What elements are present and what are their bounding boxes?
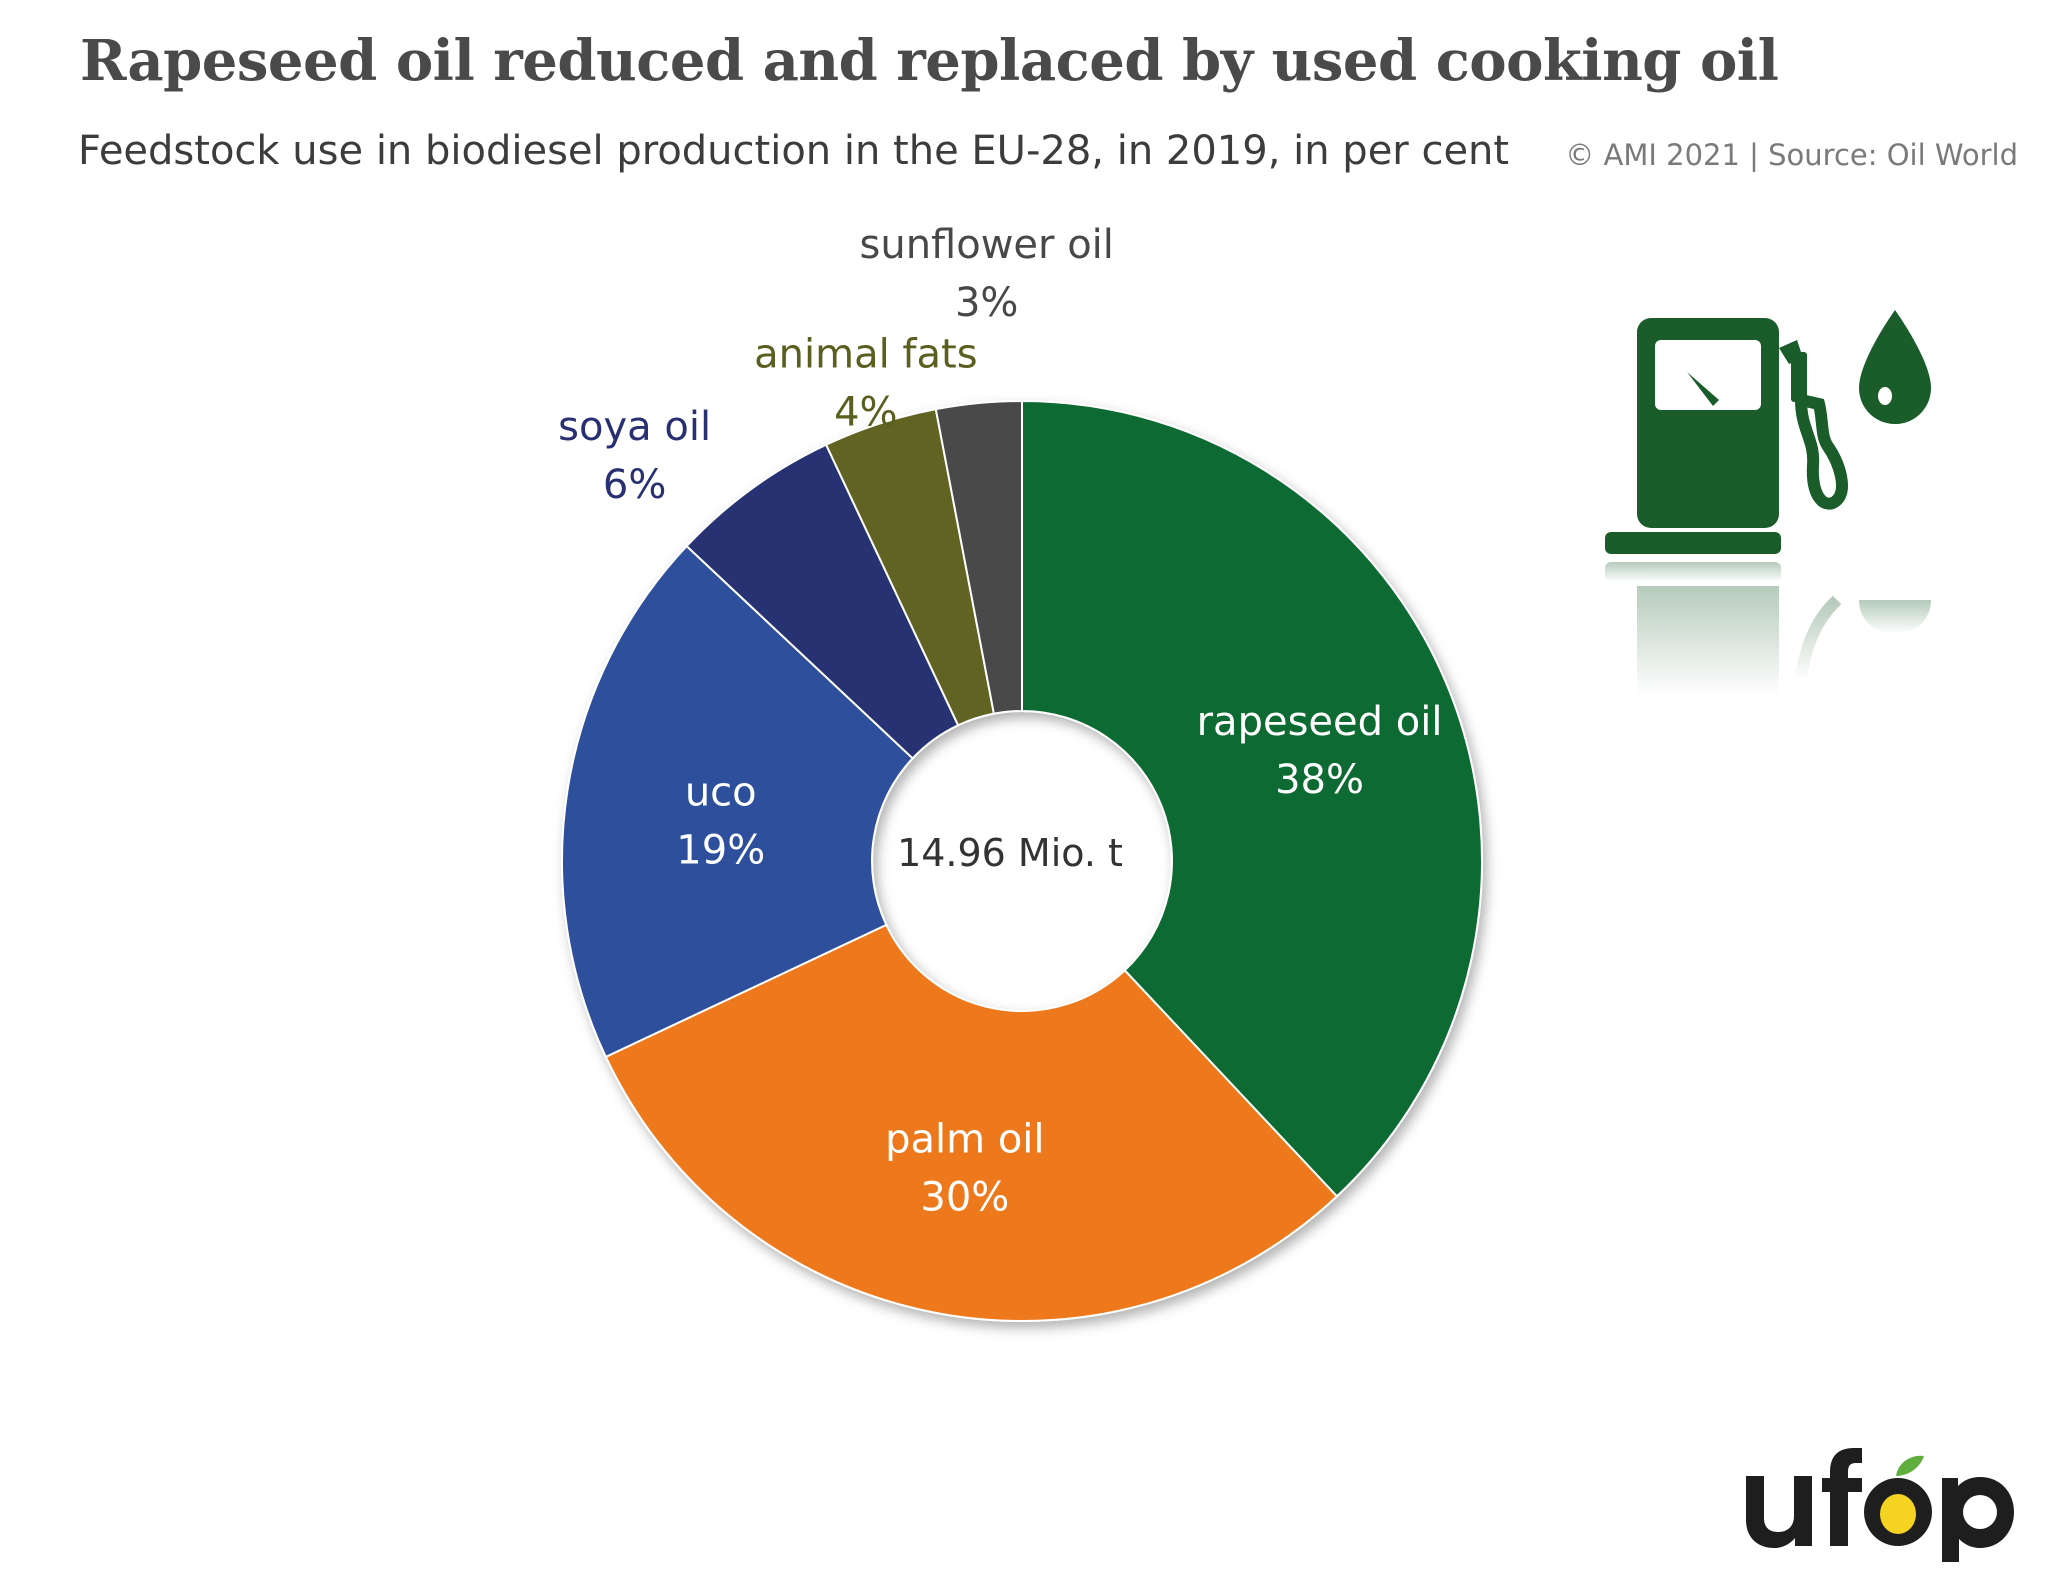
slice-label-rapeseed-oil: rapeseed oil 38%	[1197, 699, 1443, 803]
slice-name-label: animal fats	[754, 332, 977, 378]
center-total-label: 14.96 Mio. t	[897, 831, 1123, 875]
slice-labels: rapeseed oil 38% palm oil 30% uco 19% soya oil…	[558, 222, 1442, 1221]
slice-label-animal-fats: animal fats 4%	[754, 332, 977, 436]
slice-value-label: 30%	[920, 1175, 1009, 1221]
slice-name-label: rapeseed oil	[1197, 699, 1443, 745]
slice-rapeseed-oil	[1021, 399, 1483, 1198]
slice-name-label: soya oil	[558, 404, 711, 450]
fuel-pump-icon	[1605, 310, 1931, 696]
slice-value-label: 4%	[834, 390, 897, 436]
source-credit: © AMI 2021 | Source: Oil World	[1565, 138, 2018, 172]
slice-label-palm-oil: palm oil 30%	[885, 1117, 1044, 1221]
slice-name-label: palm oil	[885, 1117, 1044, 1163]
slice-palm-oil	[604, 923, 1339, 1322]
slice-uco	[561, 544, 915, 1059]
ufop-logo	[1746, 1448, 2014, 1562]
slice-value-label: 38%	[1275, 757, 1364, 803]
slice-sunflower-oil	[934, 399, 1023, 715]
slice-label-soya-oil: soya oil 6%	[558, 404, 711, 508]
chart-title: Rapeseed oil reduced and replaced by use…	[80, 28, 1779, 94]
slice-name-label: sunflower oil	[860, 222, 1114, 268]
slice-name-label: uco	[685, 769, 757, 815]
donut-slices	[561, 399, 1483, 1322]
slice-value-label: 19%	[676, 827, 765, 873]
slice-value-label: 6%	[603, 462, 666, 508]
oil-drop-icon	[1859, 310, 1931, 424]
slice-label-sunflower-oil: sunflower oil 3%	[860, 222, 1114, 326]
slice-value-label: 3%	[955, 280, 1018, 326]
chart-subtitle: Feedstock use in biodiesel production in…	[78, 128, 1510, 174]
slice-label-uco: uco 19%	[676, 769, 765, 873]
